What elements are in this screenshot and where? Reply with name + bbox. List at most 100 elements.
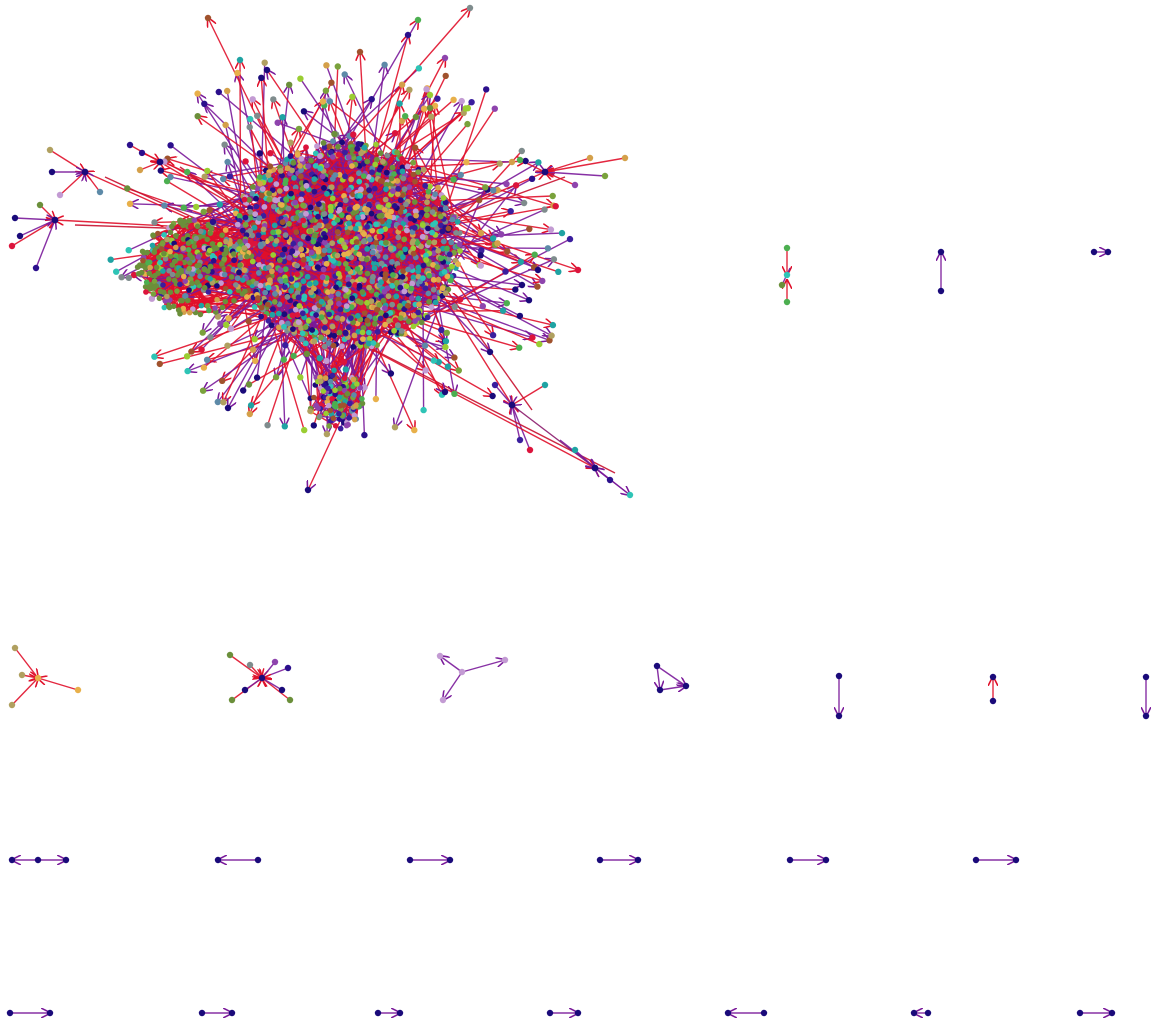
peripheral-node (477, 252, 484, 259)
red-cluster-node (219, 232, 225, 238)
red-cluster-node (180, 245, 186, 252)
hub-leaf-node (571, 446, 579, 454)
peripheral-node (529, 334, 536, 341)
red-cluster-node (152, 272, 158, 279)
core-node (308, 157, 314, 164)
bottom-cluster-node (336, 394, 343, 401)
hub-leaf-node (601, 172, 609, 180)
red-cluster-node (144, 249, 150, 256)
bottom-cluster-node (331, 367, 337, 374)
core-node (288, 287, 294, 294)
bottom-cluster-node (337, 425, 344, 432)
core-node (383, 239, 389, 246)
core-node (291, 175, 297, 181)
core-node (382, 271, 389, 278)
pair-row4-6-node (910, 1009, 918, 1017)
red-cluster-node (226, 280, 233, 286)
core-node (303, 210, 309, 217)
core-node (294, 311, 301, 318)
hub-node (541, 168, 549, 176)
core-node (258, 192, 265, 199)
red-cluster-node (221, 271, 228, 278)
red-cluster-node (217, 241, 223, 248)
core-node (329, 195, 336, 202)
core-node (342, 149, 348, 156)
core-node (284, 165, 291, 172)
core-node (328, 169, 334, 176)
red-cluster-node (219, 304, 226, 311)
peripheral-node (224, 342, 231, 349)
core-node (405, 318, 412, 325)
core-node (449, 263, 455, 270)
core-node (286, 254, 293, 261)
core-node (356, 170, 362, 177)
red-cluster-node (187, 260, 193, 266)
core-node (345, 154, 352, 161)
core-node (333, 284, 339, 291)
core-node (412, 208, 419, 215)
red-cluster-node (143, 289, 149, 295)
core-node (399, 273, 406, 280)
core-node (292, 184, 299, 191)
core-node (319, 274, 326, 281)
core-node (383, 186, 389, 193)
core-node (350, 209, 357, 216)
peripheral-node (295, 125, 303, 133)
core-node (320, 140, 327, 146)
peripheral-node (107, 256, 114, 263)
core-node (442, 290, 449, 296)
peripheral-node (194, 113, 201, 120)
core-node (422, 285, 429, 292)
red-cluster-node (195, 254, 202, 260)
bottom-cluster-node (346, 415, 352, 421)
bottom-cluster-node (350, 376, 357, 383)
hub-leaf-node (16, 232, 24, 240)
star-mixed-node (286, 696, 294, 704)
core-node (272, 290, 278, 297)
pair-purple-2-node (1090, 248, 1098, 256)
core-node (255, 270, 262, 276)
core-node (295, 294, 302, 301)
core-node (336, 206, 343, 213)
core-node (335, 296, 342, 303)
red-cluster-node (222, 298, 229, 305)
peripheral-node (442, 338, 450, 345)
core-node (440, 238, 447, 245)
core-node (395, 185, 402, 192)
core-node (369, 278, 376, 285)
pair-row3-4-node (596, 856, 604, 864)
core-node (281, 311, 288, 318)
peripheral-node (234, 69, 241, 77)
hub-fan-edge (11, 220, 55, 247)
core-node (329, 288, 336, 294)
red-cluster-node (191, 217, 198, 223)
peripheral-node (502, 268, 509, 275)
core-node (305, 235, 311, 242)
peripheral-node (535, 159, 542, 166)
core-node (241, 196, 248, 203)
star-red-node (18, 671, 26, 679)
core-node (364, 206, 371, 213)
bottom-cluster-node (347, 400, 353, 407)
core-node (247, 209, 254, 215)
pair-green-node (783, 244, 791, 252)
red-cluster-node (246, 280, 252, 286)
core-node (380, 158, 386, 165)
core-node (231, 243, 238, 250)
red-cluster-node (210, 257, 217, 264)
core-node (336, 329, 343, 336)
peripheral-node (420, 406, 427, 414)
peripheral-node (482, 184, 489, 191)
core-node (391, 171, 397, 177)
core-node (325, 304, 332, 310)
pair-green-node (783, 298, 791, 306)
red-cluster-node (145, 260, 151, 266)
peripheral-node (227, 325, 235, 332)
peripheral-node (124, 185, 131, 192)
core-node (318, 334, 324, 341)
core-node (293, 229, 300, 236)
red-cluster-node (155, 230, 161, 237)
peripheral-node (224, 87, 231, 95)
pair-row4-1-node (6, 1009, 14, 1017)
